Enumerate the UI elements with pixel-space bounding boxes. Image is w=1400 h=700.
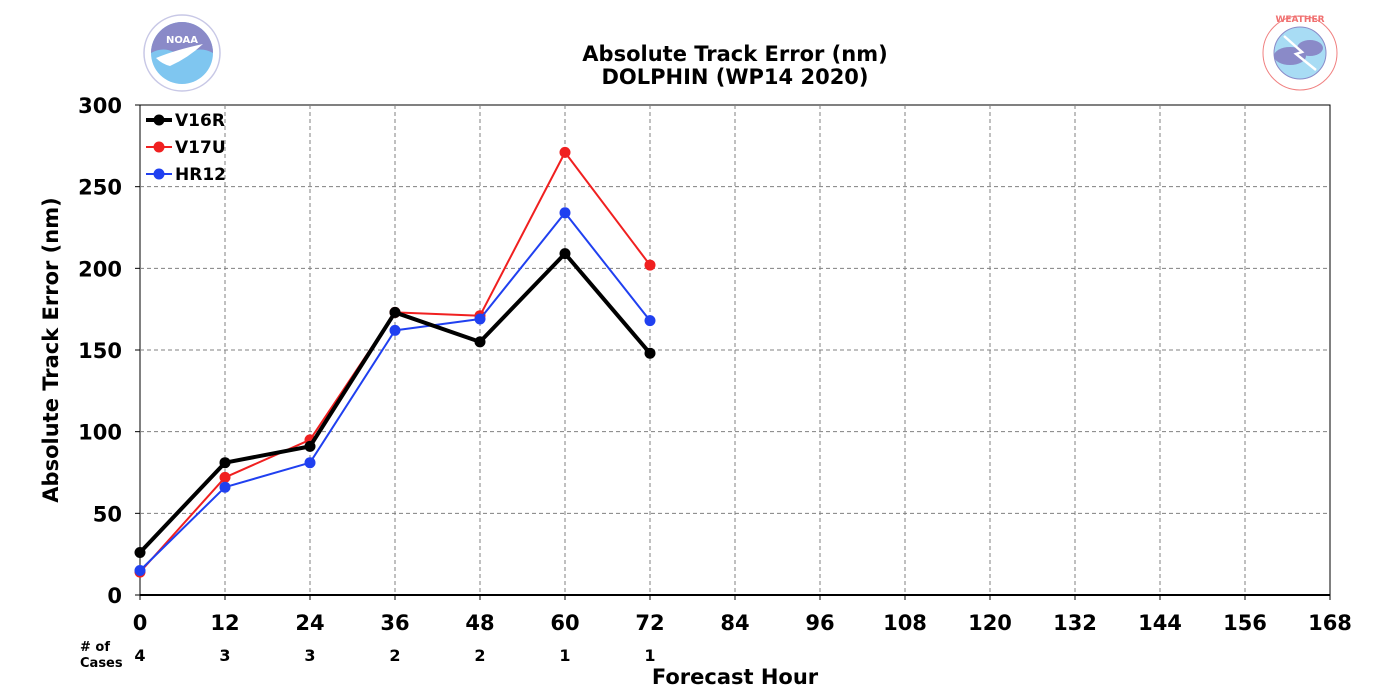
cases-row: 4 3 3 2 2 1 1 [134, 646, 655, 665]
x-tick-label: 84 [720, 611, 749, 635]
chart-subtitle: DOLPHIN (WP14 2020) [601, 65, 868, 89]
data-point [389, 324, 401, 336]
case-count: 2 [389, 646, 400, 665]
x-tick-label: 72 [635, 611, 664, 635]
case-count: 3 [219, 646, 230, 665]
y-tick-label: 250 [78, 176, 122, 200]
y-tick-label: 50 [93, 502, 122, 526]
x-tick-label: 156 [1223, 611, 1267, 635]
data-point [474, 336, 486, 348]
x-tick-label: 120 [968, 611, 1012, 635]
y-tick-label: 0 [107, 584, 122, 608]
data-point [474, 313, 486, 325]
series-v16r [134, 248, 656, 559]
chart-title: Absolute Track Error (nm) [582, 42, 887, 66]
legend-label: V17U [175, 138, 226, 158]
legend-swatch-marker [153, 168, 165, 180]
x-tick-label: 168 [1308, 611, 1352, 635]
case-count: 1 [644, 646, 655, 665]
y-tick-label: 150 [78, 339, 122, 363]
data-point [644, 259, 656, 271]
y-axis-title: Absolute Track Error (nm) [39, 197, 63, 502]
legend-item-v16r: V16R [146, 111, 225, 131]
x-tick-label: 108 [883, 611, 927, 635]
svg-text:WEATHER: WEATHER [1275, 15, 1324, 25]
legend: V16R V17U HR12 [146, 111, 226, 185]
cases-label-line2: Cases [80, 656, 123, 671]
data-point [559, 146, 571, 158]
data-point [219, 481, 231, 493]
data-point [134, 565, 146, 576]
x-axis-title: Forecast Hour [652, 665, 819, 689]
legend-label: V16R [175, 111, 225, 131]
x-tick-label: 96 [805, 611, 834, 635]
legend-item-hr12: HR12 [146, 165, 226, 185]
case-count: 2 [474, 646, 485, 665]
legend-label: HR12 [175, 165, 226, 185]
y-tick-label: 100 [78, 421, 122, 445]
series-hr12 [134, 207, 656, 576]
case-count: 3 [304, 646, 315, 665]
svg-text:NOAA: NOAA [166, 35, 198, 46]
data-point [219, 457, 231, 469]
x-tick-label: 48 [465, 611, 494, 635]
x-tick-label: 60 [550, 611, 579, 635]
cases-label-line1: # of [80, 640, 110, 655]
case-count: 1 [559, 646, 570, 665]
series-lines [134, 146, 656, 578]
noaa-logo: NOAA [143, 14, 221, 92]
data-point [219, 471, 231, 483]
legend-swatch-marker [153, 114, 165, 126]
x-tick-label: 24 [295, 611, 324, 635]
y-tick-label: 300 [78, 94, 122, 118]
data-point [304, 440, 316, 452]
y-tick-label: 200 [78, 257, 122, 281]
data-point [559, 207, 571, 219]
legend-item-v17u: V17U [146, 138, 226, 158]
data-point [134, 547, 146, 559]
data-point [644, 315, 656, 327]
nws-logo: WEATHER [1262, 15, 1338, 91]
data-point [644, 347, 656, 359]
data-point [389, 306, 401, 318]
legend-swatch-marker [153, 141, 165, 153]
series-line [139, 151, 651, 573]
x-tick-label: 12 [210, 611, 239, 635]
x-tick-label: 132 [1053, 611, 1097, 635]
x-tick-label: 36 [380, 611, 409, 635]
data-point [304, 457, 316, 469]
x-tick-label: 144 [1138, 611, 1182, 635]
case-count: 4 [134, 646, 145, 665]
axis-ticks: 0 12 24 36 48 60 72 84 96 108 120 132 144 156 168 0 50 10… [78, 94, 1352, 635]
x-tick-label: 0 [133, 611, 148, 635]
grid-lines [140, 105, 1330, 595]
data-point [559, 248, 571, 260]
